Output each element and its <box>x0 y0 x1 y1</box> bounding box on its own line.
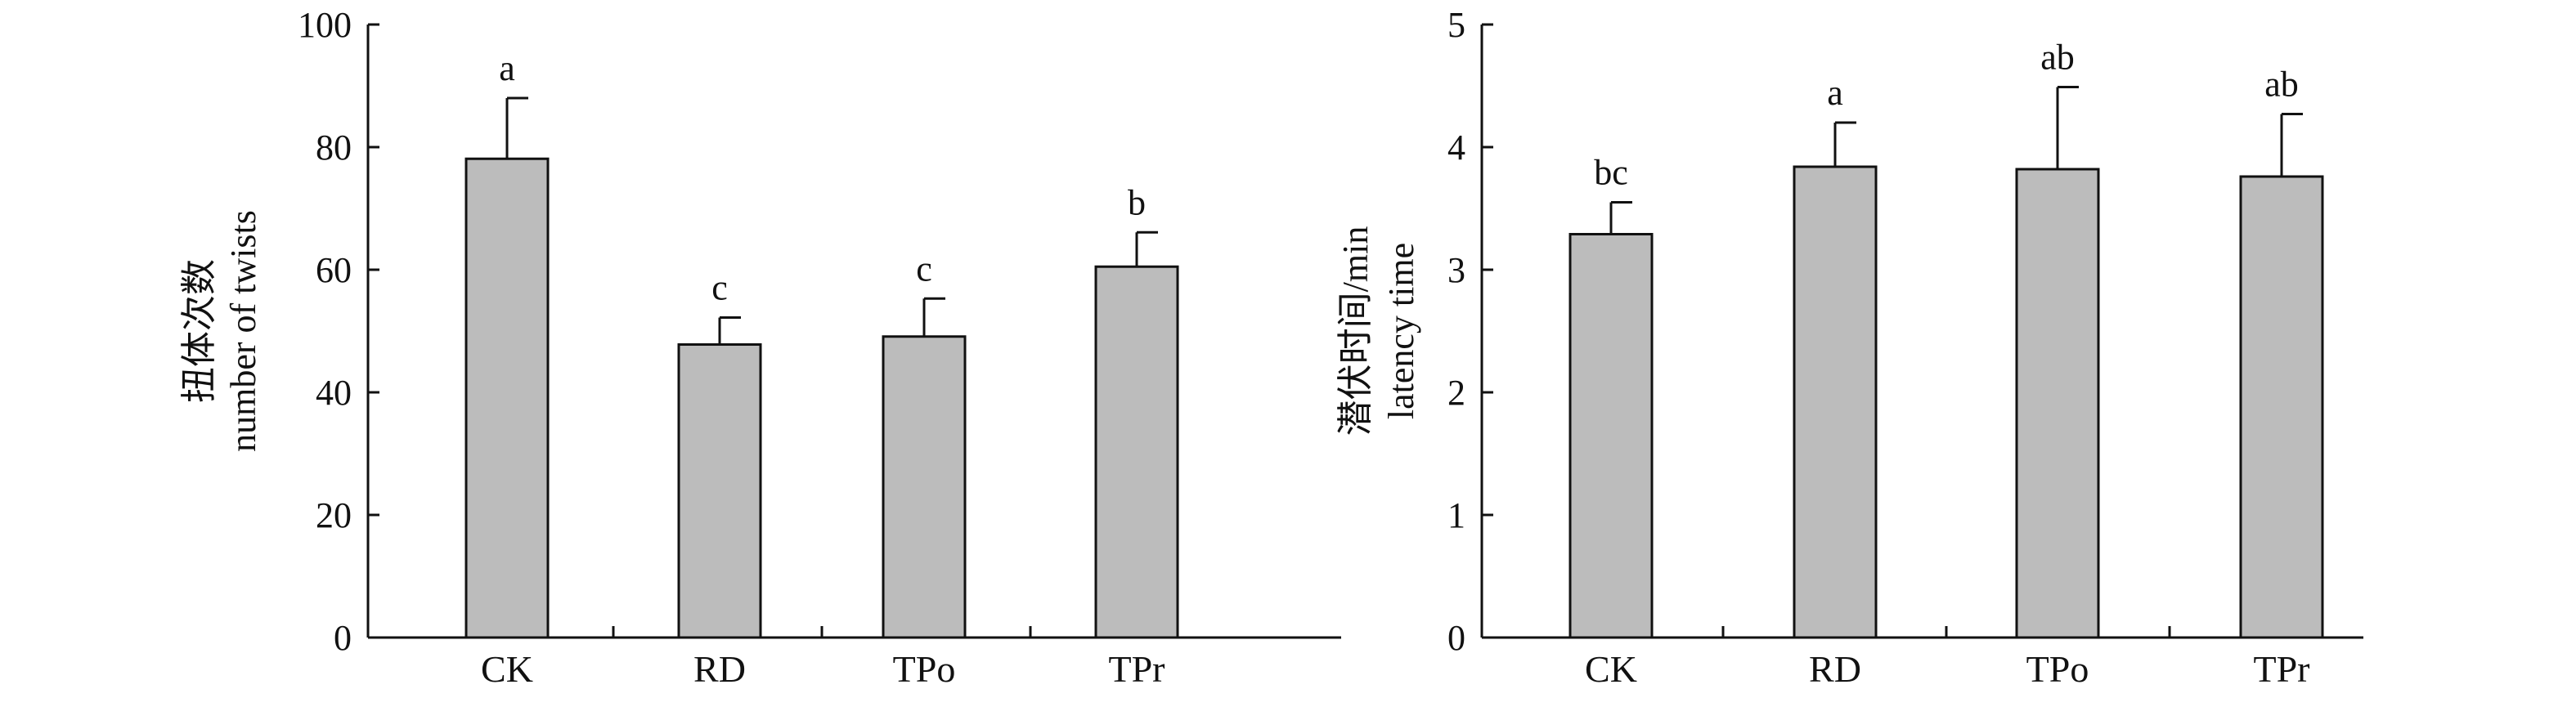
y-tick-label: 0 <box>334 618 352 658</box>
bar-TPo <box>882 335 967 639</box>
bar-TPr <box>1094 265 1179 639</box>
significance-label-TPo: c <box>916 248 932 289</box>
y-axis-label: number of twists <box>223 210 263 452</box>
significance-label-TPr: b <box>1128 182 1146 222</box>
significance-label-RD: c <box>711 268 728 308</box>
bar-RD <box>677 343 762 639</box>
x-tick-label-RD: RD <box>693 648 746 690</box>
x-tick-label-RD: RD <box>1809 648 1861 690</box>
y-tick-label: 3 <box>1447 250 1465 290</box>
y-axis-label-cn: 潜伏时间/min <box>1335 226 1376 436</box>
chart-twists: 扭体次数 number of twists 0 20 40 60 80 100 a CK c RD… <box>179 5 1341 690</box>
y-tick-label: 20 <box>316 495 352 535</box>
y-tick-label: 0 <box>1447 618 1465 658</box>
y-tick-label: 5 <box>1447 5 1465 45</box>
significance-label-CK: a <box>499 48 515 88</box>
x-tick-label-TPo: TPo <box>893 648 956 690</box>
bar-TPo <box>2015 168 2100 639</box>
y-tick-label: 80 <box>316 128 352 168</box>
x-tick-label-TPr: TPr <box>2254 648 2310 690</box>
y-tick-label: 40 <box>316 373 352 413</box>
y-tick-label: 2 <box>1447 373 1465 413</box>
y-tick-label: 4 <box>1447 128 1465 168</box>
significance-label-TPr: ab <box>2264 65 2299 105</box>
significance-label-RD: a <box>1827 73 1843 113</box>
y-tick-label: 100 <box>298 5 352 45</box>
significance-label-CK: bc <box>1594 153 1628 193</box>
significance-label-TPo: ab <box>2040 38 2075 78</box>
x-tick-label-CK: CK <box>481 648 533 690</box>
bar-TPr <box>2239 175 2324 639</box>
y-tick-label: 1 <box>1447 495 1465 535</box>
chart-latency: 潜伏时间/min latency time 0 1 2 3 4 5 bc CK a RD ab TPo… <box>1335 5 2363 690</box>
x-tick-label-TPo: TPo <box>2026 648 2089 690</box>
bar-CK <box>1568 233 1654 639</box>
bar-CK <box>464 157 550 639</box>
y-tick-label: 60 <box>316 250 352 290</box>
x-tick-label-CK: CK <box>1585 648 1637 690</box>
bar-RD <box>1793 165 1878 639</box>
x-tick-label-TPr: TPr <box>1109 648 1165 690</box>
y-axis-label: latency time <box>1381 243 1421 419</box>
y-axis-label-cn: 扭体次数 <box>179 259 219 403</box>
